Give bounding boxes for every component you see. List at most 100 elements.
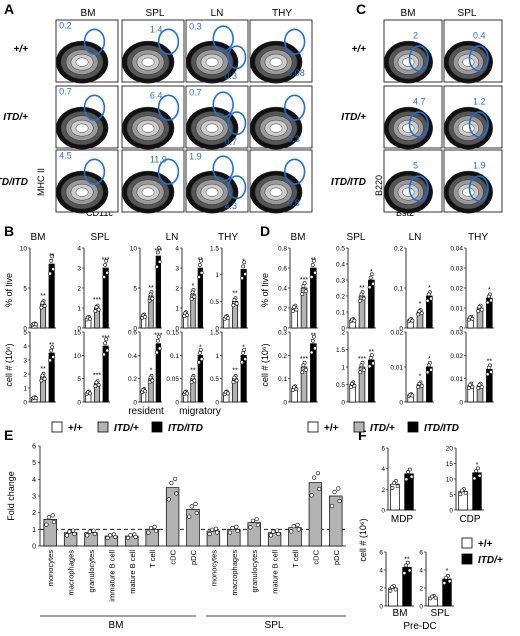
panel-b-top-0-tick-label-1: 5 xyxy=(23,286,27,293)
panel-d-bottom-1-tick-label-4: 2 xyxy=(341,330,345,337)
panel-b-bottom-2-tick-label-0: 0 xyxy=(133,400,137,407)
panel-d-top-1-tick-label-0: 0 xyxy=(341,326,345,333)
legend-d-label-hom: ITD/ITD xyxy=(424,423,459,434)
panel-f-3-sig-1: * xyxy=(446,568,449,575)
panel-b-bottom-3-tick-label-1: 0.05 xyxy=(166,376,179,383)
panel-d-top-0-sig-1: *** xyxy=(300,277,308,284)
panel-d-ylabel-top: % of live xyxy=(260,273,270,307)
panel-f-ylabel: cell # (10⁶) xyxy=(358,518,368,561)
panel-d-top-0-dot-0-0 xyxy=(291,309,295,313)
panel-d-bottom-0-dot-1-0 xyxy=(300,370,305,375)
panel-d-top-3-dot-2-0 xyxy=(485,300,490,305)
panel-b-bottom-2-dot-1-3 xyxy=(150,378,155,383)
panel-d-bottom-1-dot-1-3 xyxy=(361,367,366,372)
panel-b-top-0-dot-1-3 xyxy=(42,304,47,308)
panel-f-label-cdp: CDP xyxy=(459,514,480,525)
panel-letter-f: F xyxy=(358,427,367,443)
panel-b-bottom-3-dot-0-3 xyxy=(185,391,189,396)
panel-d-top-1-dot-1-3 xyxy=(361,296,366,301)
panel-f-0-dot-0-0 xyxy=(390,486,395,490)
panel-b-top-2-tick-label-1: 5 xyxy=(133,286,137,293)
panel-f-1-dot-1-0 xyxy=(472,476,477,481)
panel-e-dot-12-0 xyxy=(289,529,294,534)
panel-d-top-1-dot-2-1 xyxy=(370,272,374,277)
panel-f-1-tick-label-2: 10 xyxy=(446,477,454,484)
panel-e-dot-3-0 xyxy=(105,535,110,541)
panel-b-bottom-2-dot-2-3 xyxy=(157,346,162,351)
panel-b-top-4-tick-label-3: 1.5 xyxy=(210,246,219,253)
panel-a-r2-c3-plot: 0.8 xyxy=(249,149,313,214)
panel-b-top-4-dot-1-2 xyxy=(232,298,237,302)
panel-b-bottom-3-chart: 00.050.10.15*** xyxy=(166,330,204,407)
panel-b-top-0-dot-1-2 xyxy=(40,300,45,305)
panel-d-bottom-1-sig-1: *** xyxy=(358,356,366,363)
panel-b-bottom-3-sig-1: ** xyxy=(190,368,196,375)
panel-d-bottom-0-tick-label-0: 0 xyxy=(283,400,287,407)
panel-b-top-0-tick-label-2: 10 xyxy=(20,246,28,253)
panel-d-col-thy: THY xyxy=(468,232,488,243)
panel-d-top-1-dot-2-0 xyxy=(367,285,372,290)
panel-b-bottom-4-tick-label-1: 0.5 xyxy=(210,376,219,383)
panel-a-r0-c1-contour-4 xyxy=(141,57,155,67)
panel-b-bottom-3-sig-2: * xyxy=(199,344,202,351)
panel-b-bottom-0-chart: 0 1 2 3 4 5 ** ** xyxy=(23,330,56,407)
panel-e-dot-8-1 xyxy=(213,526,219,531)
panel-b-top-2-dot-1-2 xyxy=(148,292,153,297)
panel-f-1-dot-0-3 xyxy=(463,490,468,495)
panel-e-dot-14-3 xyxy=(337,498,342,504)
panel-f-2-dot-1-2 xyxy=(404,563,409,568)
panel-b-bottom-2-dot-2-2 xyxy=(155,338,160,343)
panel-d-bottom-3-dot-1-2 xyxy=(477,382,482,387)
panel-b-top-1-tick-label-3: 3 xyxy=(77,266,81,273)
panel-e-dot-8-3 xyxy=(215,530,220,535)
panel-d-bottom-2-tick-label-2: 0.02 xyxy=(390,330,403,337)
panel-b-top-3-tick-label-2: 2 xyxy=(175,286,179,293)
panel-b-bottom-4-tick-label-0: 0 xyxy=(215,400,219,407)
panel-b-bottom-2-dot-0-3 xyxy=(143,389,147,394)
panel-d-bottom-3-tick-label-0: 0 xyxy=(459,400,463,407)
panel-b-top-0-dot-2-2 xyxy=(49,258,54,263)
panel-b-top-1-dot-1-0 xyxy=(93,309,98,313)
panel-d-bottom-3-dot-0-0 xyxy=(467,386,471,391)
panel-e-category-1: macrophages xyxy=(67,550,76,596)
panel-e-category-2: granulocytes xyxy=(87,550,96,593)
panel-d-bottom-0-bar-2 xyxy=(310,343,317,403)
panel-c-r1-c0-percent: 4.7 xyxy=(413,97,426,107)
panel-b-bottom-0-sig-2: ** xyxy=(49,342,55,349)
panel-d-col-ln: LN xyxy=(409,232,422,243)
panel-a-col-spl: SPL xyxy=(146,8,165,19)
panel-b-bottom-0-tick-label-3: 3 xyxy=(23,358,27,365)
panel-d-bottom-0-dot-0-3 xyxy=(294,387,299,392)
panel-d-bottom-1-dot-2-0 xyxy=(367,364,372,369)
panel-e-tick-label-6: 6 xyxy=(32,444,36,451)
panel-c-r1-c1-plot: 1.2 xyxy=(443,85,503,150)
panel-b-top-0-tick-label-0: 0 xyxy=(23,326,27,333)
panel-e-dot-12-2 xyxy=(291,524,296,529)
panel-b-bottom-2-sig-1: * xyxy=(150,368,153,375)
panel-c-r1-c1-contour-4 xyxy=(462,123,475,133)
panel-f-2-dot-1-3 xyxy=(407,568,412,573)
panel-e-category-4: mature B cell xyxy=(128,550,137,594)
panel-b-top-2-tick-label-2: 10 xyxy=(130,246,138,253)
panel-a-r1-c2-contour-4 xyxy=(205,123,219,133)
panel-d-bottom-1-dot-0-2 xyxy=(350,381,354,386)
panel-d-top-0-dot-1-3 xyxy=(303,289,308,294)
panel-a-r2-c2-percent: 1.9 xyxy=(189,151,202,161)
panel-f-1-bar-1 xyxy=(472,472,482,511)
panel-b-bottom-4-dot-0-3 xyxy=(226,391,230,396)
panel-f-2-dot-0-3 xyxy=(393,587,398,592)
panel-b-top-0-dot-0-3 xyxy=(34,322,38,327)
panel-b-top-3-dot-2-2 xyxy=(197,263,202,267)
panel-b-top-2-dot-2-3 xyxy=(157,259,162,264)
panel-d-col-spl: SPL xyxy=(347,232,366,243)
panel-b-top-0-sig-1: ** xyxy=(40,293,46,300)
panel-d-bottom-1-tick-label-0: 0 xyxy=(341,400,345,407)
panel-f-1-dot-0-0 xyxy=(458,492,463,497)
legend-f-swatch-het xyxy=(461,553,473,565)
panel-b-top-2-sig-1: ** xyxy=(148,285,154,292)
panel-d-top-1-tick-label-4: 0.4 xyxy=(336,262,345,269)
panel-b-bottom-4-chart: 00.511.5*** xyxy=(210,330,248,407)
panel-d-top-1-dot-2-2 xyxy=(368,275,373,280)
panel-e-category-8: monocytes xyxy=(209,550,218,587)
panel-b-bottom-0-dot-0-3 xyxy=(34,396,38,401)
